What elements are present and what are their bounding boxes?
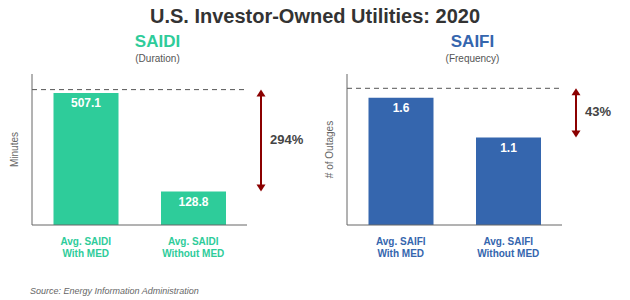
html-text:SAIDI: SAIDI bbox=[134, 32, 181, 51]
svg-text:294%: 294% bbox=[270, 132, 304, 147]
svg-text:Avg. SAIDIWithout MED: Avg. SAIDIWithout MED bbox=[162, 236, 224, 259]
svg-text:# of Outages: # of Outages bbox=[324, 121, 335, 178]
svg-text:Avg. SAIFIWithout MED: Avg. SAIFIWithout MED bbox=[477, 236, 539, 259]
svg-text:1.1: 1.1 bbox=[500, 141, 517, 155]
svg-text:43%: 43% bbox=[585, 104, 611, 119]
html-text:(Duration): (Duration) bbox=[135, 53, 180, 64]
svg-text:128.8: 128.8 bbox=[178, 195, 208, 209]
html-text:U.S. Investor-Owned Utilities:: U.S. Investor-Owned Utilities: 2020 bbox=[150, 5, 480, 27]
svg-text:Avg. SAIDIWith MED: Avg. SAIDIWith MED bbox=[60, 236, 111, 259]
svg-text:Avg. SAIFIWith MED: Avg. SAIFIWith MED bbox=[376, 236, 426, 259]
html-text:(Frequency): (Frequency) bbox=[445, 53, 500, 64]
svg-text:Minutes: Minutes bbox=[9, 132, 20, 167]
html-text:SAIFI: SAIFI bbox=[450, 32, 495, 51]
html-text:Source: Energy Information Adm: Source: Energy Information Administratio… bbox=[30, 286, 199, 296]
svg-text:507.1: 507.1 bbox=[71, 96, 101, 110]
svg-text:1.6: 1.6 bbox=[393, 101, 410, 115]
